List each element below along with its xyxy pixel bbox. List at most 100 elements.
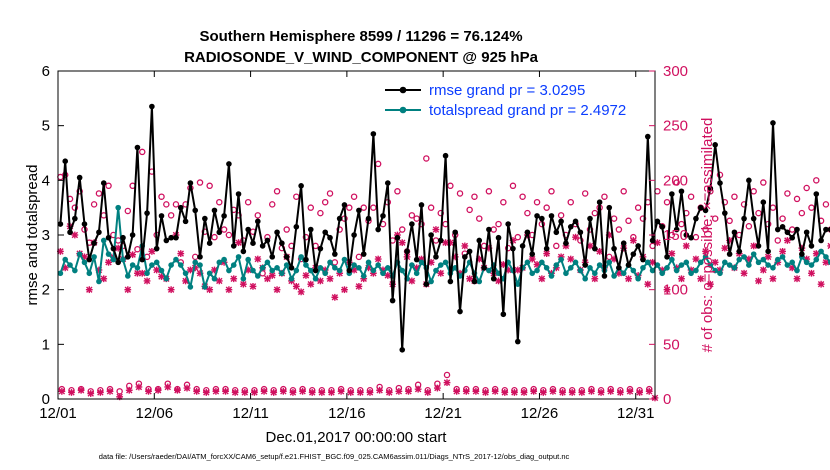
obs-assimilated-point xyxy=(297,288,305,296)
obs-assimilated-point xyxy=(145,387,152,395)
obs-assimilated-point xyxy=(808,269,815,277)
obs-possible-point xyxy=(692,233,700,241)
obs-possible-point xyxy=(76,188,83,195)
totalspread-point xyxy=(534,267,540,274)
rmse-point xyxy=(606,204,613,211)
totalspread-point xyxy=(230,262,237,268)
obs-assimilated-point xyxy=(164,383,172,391)
totalspread-point xyxy=(654,262,661,268)
obs-assimilated-point xyxy=(202,389,210,396)
obs-assimilated-point xyxy=(264,275,271,283)
obs-assimilated-point xyxy=(68,389,75,396)
totalspread-point xyxy=(514,281,521,288)
obs-possible-point xyxy=(610,215,618,222)
rmse-point xyxy=(370,131,377,137)
totalspread-point xyxy=(86,270,93,277)
obs-possible-point xyxy=(225,231,233,239)
rmse-point xyxy=(587,215,593,222)
obs-possible-point xyxy=(134,245,141,253)
obs-assimilated-point xyxy=(783,237,791,244)
totalspread-point xyxy=(187,284,194,290)
rmse-point xyxy=(62,158,69,164)
rmse-point xyxy=(264,237,271,244)
totalspread-point xyxy=(303,262,309,268)
totalspread-point xyxy=(202,284,208,290)
obs-assimilated-point xyxy=(740,269,748,277)
obs-possible-point xyxy=(687,193,695,200)
obs-assimilated-point xyxy=(520,389,528,396)
obs-possible-point xyxy=(350,193,358,200)
rmse-point xyxy=(230,243,237,249)
rmse-point xyxy=(57,221,64,227)
obs-assimilated-point xyxy=(539,389,547,396)
rmse-point xyxy=(567,224,574,230)
totalspread-point xyxy=(182,270,189,277)
totalspread-point xyxy=(399,267,406,274)
obs-possible-point xyxy=(750,188,757,195)
rmse-point xyxy=(592,245,598,252)
rmse-point xyxy=(452,229,458,236)
rmse-point xyxy=(250,240,256,246)
totalspread-series-line xyxy=(59,206,830,288)
rmse-point xyxy=(245,226,251,233)
totalspread-point xyxy=(529,270,536,277)
rmse-point xyxy=(81,221,88,227)
totalspread-point xyxy=(105,251,112,257)
totalspread-point xyxy=(543,265,550,271)
totalspread-point xyxy=(110,256,117,263)
totalspread-point xyxy=(596,262,603,268)
rmse-series-line xyxy=(59,105,830,351)
obs-assimilated-point xyxy=(308,389,316,396)
totalspread-point xyxy=(62,256,69,263)
rmse-point xyxy=(413,256,420,263)
rmse-point xyxy=(293,224,300,230)
obs-possible-point xyxy=(273,188,281,195)
obs-assimilated-point xyxy=(827,242,830,250)
rmse-point xyxy=(726,251,733,257)
obs-assimilated-point xyxy=(625,275,632,283)
x-tick-label: 12/26 xyxy=(521,405,559,422)
rmse-point xyxy=(105,234,112,241)
rmse-point xyxy=(818,237,824,244)
right-tick-label: 250 xyxy=(663,118,688,135)
rmse-point xyxy=(187,180,194,186)
obs-assimilated-point xyxy=(177,250,185,257)
totalspread-point xyxy=(409,262,415,268)
rmse-point xyxy=(428,232,434,238)
obs-possible-point xyxy=(519,193,526,200)
totalspread-point xyxy=(384,265,391,271)
right-tick-label: 0 xyxy=(663,391,671,408)
totalspread-point xyxy=(81,259,88,266)
rmse-point xyxy=(486,226,492,233)
totalspread-point xyxy=(553,262,560,268)
totalspread-point xyxy=(327,259,333,266)
rmse-point xyxy=(288,265,295,271)
rmse-point xyxy=(346,267,353,274)
left-tick-label: 1 xyxy=(42,336,50,353)
obs-assimilated-point xyxy=(636,389,643,396)
chart-title-line2: RADIOSONDE_V_WIND_COMPONENT @ 925 hPa xyxy=(184,49,539,66)
obs-assimilated-point xyxy=(273,286,281,294)
obs-assimilated-point xyxy=(299,387,306,395)
obs-possible-point xyxy=(158,193,165,200)
totalspread-point xyxy=(57,270,64,277)
rmse-point xyxy=(827,226,830,233)
legend-rmse-marker xyxy=(399,86,407,94)
rmse-point xyxy=(211,207,218,214)
rmse-point xyxy=(86,256,93,263)
totalspread-point xyxy=(649,267,656,274)
x-axis: 12/01 12/06 12/11 12/16 12/21 12/26 12/31 xyxy=(39,71,655,422)
rmse-point xyxy=(625,262,632,268)
obs-assimilated-point xyxy=(105,258,112,266)
obs-possible-point xyxy=(654,188,661,195)
rmse-point xyxy=(269,254,276,260)
data-file-footer: data file: /Users/raeder/DAI/ATM_forcXX/… xyxy=(99,452,570,461)
rmse-point xyxy=(433,254,439,260)
obs-possible-point xyxy=(370,204,377,211)
rmse-point xyxy=(322,229,329,236)
legend: rmse grand pr = 3.0295 totalspread grand… xyxy=(385,82,626,119)
totalspread-point xyxy=(307,267,314,274)
obs-possible-point xyxy=(220,226,228,233)
totalspread-point xyxy=(712,267,718,274)
x-tick-label: 12/06 xyxy=(136,405,174,422)
